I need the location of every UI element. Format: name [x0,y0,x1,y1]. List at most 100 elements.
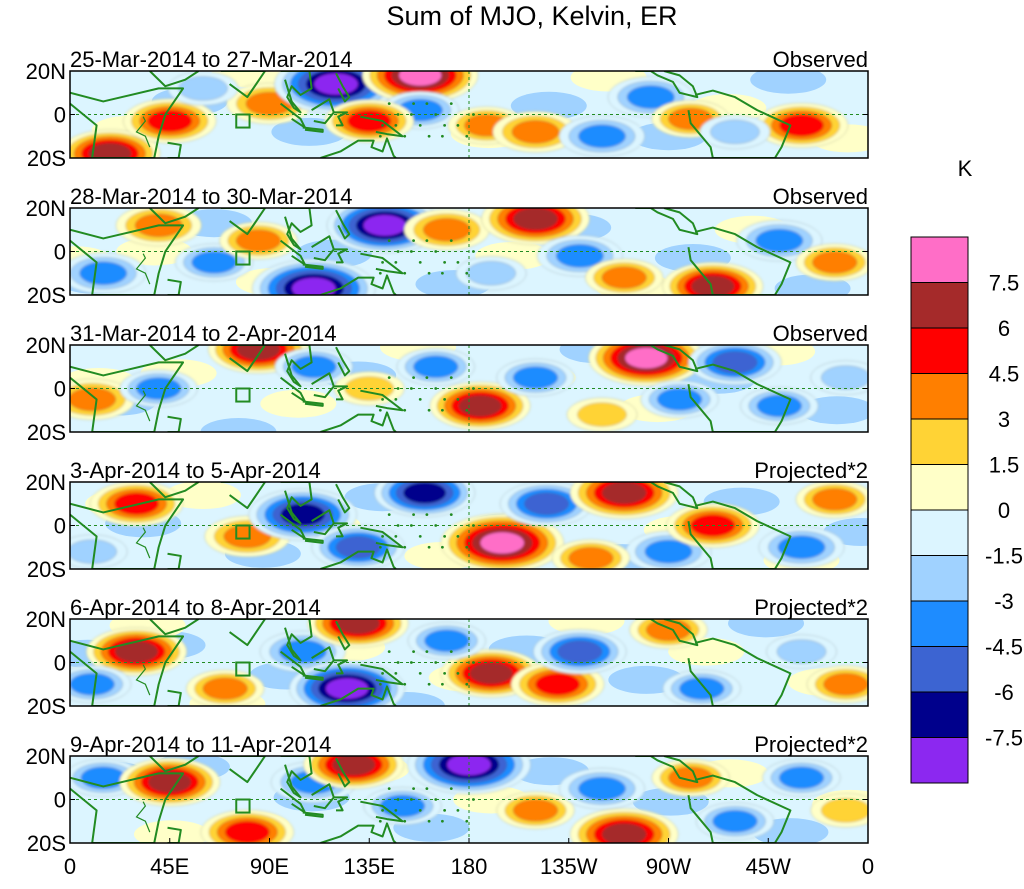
coastline [167,415,182,432]
coastline [70,224,185,295]
island-dot [381,397,384,401]
island-dot [387,239,391,243]
x-tick-label: 90W [646,854,691,879]
anomaly-contour [712,351,758,374]
anomaly-contour [557,640,603,663]
anomaly-contour [691,275,735,295]
island-dot [412,102,415,106]
background-band [133,820,210,843]
region-box [235,250,251,266]
colorbar-label: 1.5 [989,453,1020,478]
island-dot [418,397,422,401]
background-band [728,619,805,638]
anomaly-contour [645,619,692,641]
island-dot [443,808,447,812]
colorbar-label: -7.5 [985,726,1023,751]
colorbar-label: 6 [998,316,1010,341]
island-dot [434,798,438,801]
coastline [320,822,397,843]
coastline [320,685,397,706]
island-dot [425,376,429,380]
island-dot [409,113,413,116]
coastline [320,274,397,295]
y-tick-label: 20S [27,831,66,856]
colorbar-label: 4.5 [989,362,1020,387]
x-tick-label: 0 [64,854,76,879]
coastline [279,650,306,677]
anomaly-contour [424,629,470,652]
anomaly-contour [779,114,824,137]
lakes-outline [135,253,151,285]
island-dot [412,650,415,654]
y-tick-label: 0 [54,240,66,265]
coastline [167,552,182,569]
anomaly-contour [379,794,426,818]
coastline [687,363,792,432]
island-dot [396,524,400,527]
lakes-outline [135,116,151,148]
coastline [687,89,792,158]
panel-tag: Projected*2 [754,595,868,620]
island-dot [387,102,391,106]
y-tick-label: 20S [27,557,66,582]
coastline [360,800,404,823]
x-tick-label: 90E [250,854,289,879]
colorbar-swatch [910,464,969,511]
island-dot [418,808,422,812]
anomaly-contour [191,251,237,274]
coastline [302,400,324,407]
anomaly-contour [413,355,459,378]
island-dot [456,397,460,401]
island-dot [425,239,429,243]
anomaly-contour [202,677,248,700]
island-dot [403,134,407,138]
anomaly-contour [335,536,381,559]
anomaly-contour [556,244,604,268]
anomaly-contour [291,277,336,295]
coastline [635,208,699,236]
island-dot [394,808,398,812]
y-tick-label: 20N [26,607,66,632]
island-dot [409,661,413,664]
colorbar-swatch [910,236,969,283]
anomaly-contour [80,766,126,789]
anomaly-contour [235,229,281,252]
island-dot [409,798,413,801]
island-dot [449,376,453,380]
island-dot [441,134,444,138]
anomaly-contour [823,673,868,696]
panel-3: 20N 0 20S 31-Mar-2014 to 2-Apr-2014 Observed [26,321,869,445]
panel-title: 9-Apr-2014 to 11-Apr-2014 [70,732,331,757]
coastline [335,620,351,651]
coastline [360,252,404,275]
colorbar-label: -4.5 [985,635,1023,660]
coastline [635,756,699,784]
lakes-outline [135,801,151,833]
colorbar-swatch [910,373,969,420]
colorbar-swatch [910,600,969,647]
anomaly-contour [336,619,380,634]
island-dot [449,513,453,517]
anomaly-contour [480,531,525,554]
colorbar-label: 7.5 [989,271,1020,296]
island-dot [387,650,391,654]
lakes-outline [135,664,151,696]
panel-tag: Projected*2 [754,458,868,483]
region-box [235,661,251,677]
colorbar-label: -1.5 [985,544,1023,569]
coastline [360,115,404,138]
coastline [70,498,185,569]
coastline [167,141,182,158]
island-dot [387,513,391,517]
anomaly-contour [535,673,580,696]
coastline [635,482,699,510]
coastline [302,263,324,270]
island-dot [412,376,415,380]
island-dot [394,671,398,675]
island-dot [381,534,384,538]
colorbar-swatch [910,327,969,374]
island-dot [443,123,447,127]
island-dot [394,534,398,538]
island-dot [449,239,453,243]
island-dot [396,387,400,390]
